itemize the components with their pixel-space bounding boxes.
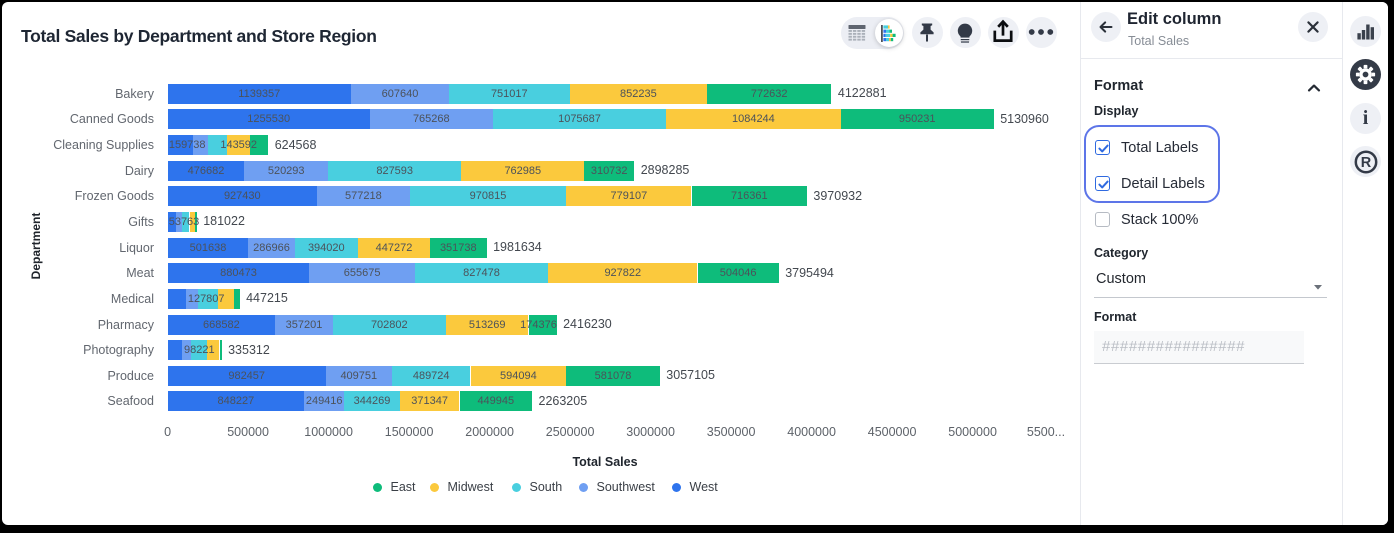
svg-text:R: R [1360, 155, 1371, 171]
